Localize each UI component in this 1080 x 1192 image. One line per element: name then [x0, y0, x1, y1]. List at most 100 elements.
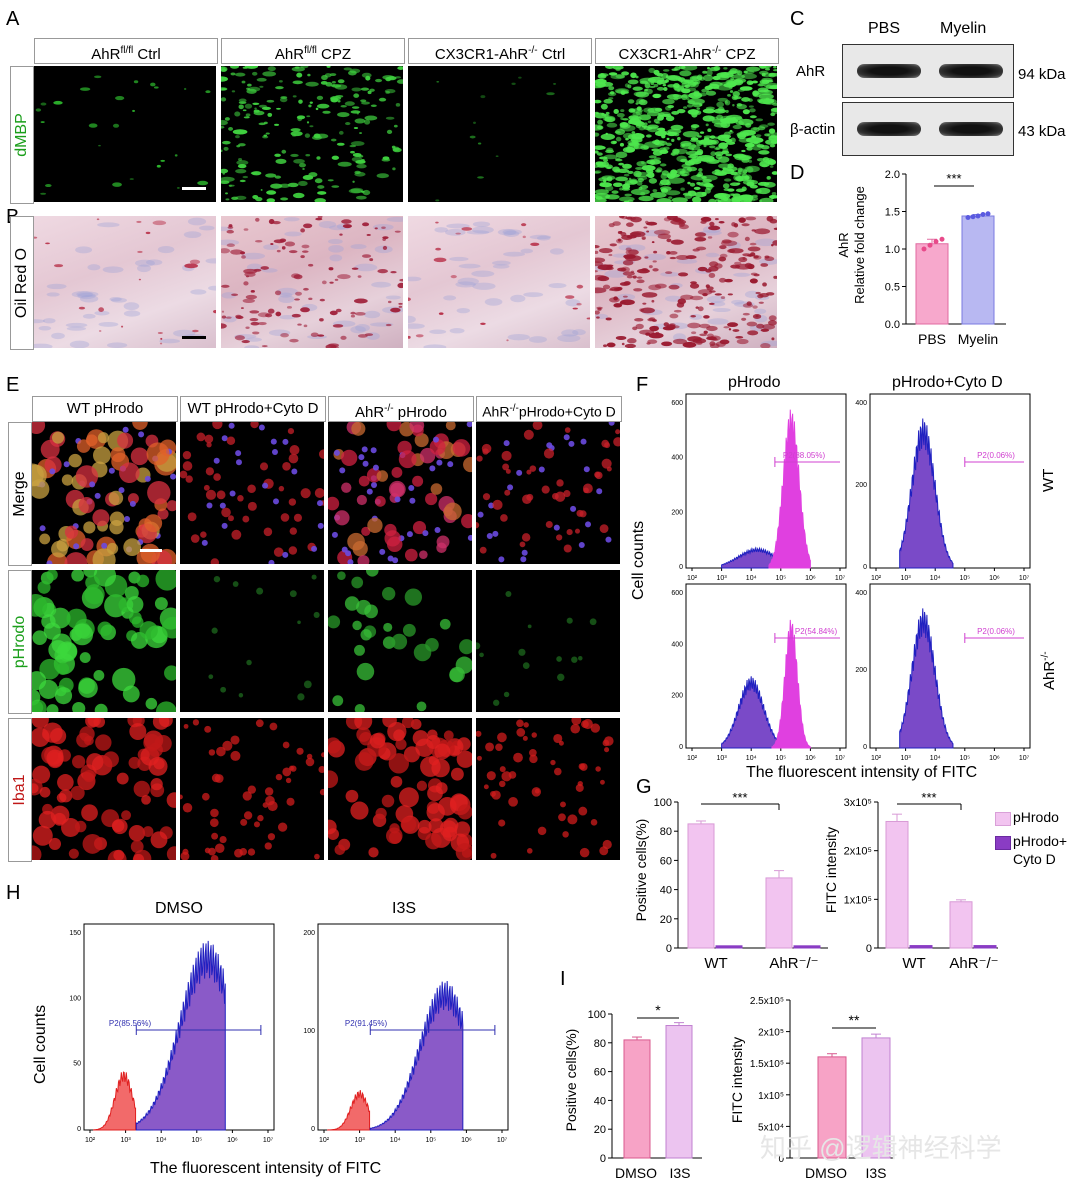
cell [226, 436, 236, 446]
nucleus [466, 230, 490, 235]
signal-dot [687, 322, 701, 329]
signal-dot [649, 160, 656, 165]
signal-dot [78, 306, 86, 310]
nucleus [206, 502, 213, 509]
cell [420, 756, 441, 777]
signal-dot [595, 194, 599, 198]
signal-dot [337, 79, 345, 84]
signal-dot [706, 333, 714, 338]
nucleus [89, 481, 96, 488]
cell [74, 820, 87, 833]
signal-dot [300, 255, 305, 259]
cell [439, 820, 458, 838]
blot-size-ahr: 94 kDa [1018, 66, 1066, 83]
signal-dot [392, 167, 396, 171]
cell [152, 718, 170, 730]
panel-a-image-4 [595, 66, 777, 202]
signal-dot [235, 314, 242, 318]
legend-label: pHrodo [1013, 809, 1059, 825]
signal-dot [595, 150, 599, 154]
signal-dot [713, 108, 726, 114]
nucleus [46, 283, 67, 290]
signal-dot [678, 66, 686, 70]
texture [328, 718, 472, 860]
nucleus [408, 315, 416, 324]
cell [365, 570, 379, 577]
cell [221, 507, 231, 518]
nucleus [283, 217, 300, 222]
signal-dot [291, 134, 297, 137]
gate-label: P2(88.05%) [783, 451, 826, 460]
cell [112, 667, 136, 692]
cell [80, 538, 94, 551]
cell [486, 771, 496, 781]
cell [243, 811, 253, 820]
cell [269, 722, 278, 731]
signal-dot [595, 99, 602, 104]
signal-dot [679, 70, 692, 77]
nucleus [492, 530, 499, 537]
signal-dot [619, 216, 625, 219]
signal-dot [239, 251, 246, 255]
signal-dot [279, 183, 291, 188]
signal-dot [343, 67, 352, 71]
panel-i-right-chart: FITC intensity 05x10⁴1x10⁵1.5x10⁵2x10⁵2.… [729, 996, 894, 1181]
cell [369, 733, 386, 749]
signal-dot [702, 292, 708, 297]
signal-dot [659, 179, 670, 186]
signal-dot [702, 178, 712, 183]
signal-dot [326, 66, 331, 68]
signal-dot [635, 110, 643, 116]
nucleus [199, 225, 215, 231]
signal-dot [722, 167, 727, 170]
panel-a-header-2: AhRfl/fl CPZ [221, 38, 405, 64]
signal-dot [712, 338, 718, 341]
signal-dot [595, 132, 600, 137]
signal-dot [646, 124, 659, 129]
signal-dot [350, 187, 364, 194]
signal-dot [241, 255, 246, 259]
signal-dot [599, 182, 605, 187]
signal-dot [622, 118, 629, 121]
cell [41, 614, 56, 629]
signal-dot [652, 189, 658, 193]
signal-dot [145, 231, 151, 235]
cell [71, 623, 94, 646]
signal-dot [729, 193, 735, 197]
blot-band [939, 64, 1003, 78]
panel-a-image-2 [221, 66, 403, 202]
signal-dot [253, 268, 262, 272]
signal-dot [639, 80, 649, 85]
cell [558, 813, 566, 822]
cell [604, 747, 610, 753]
nucleus [101, 542, 108, 549]
signal-dot [298, 180, 308, 187]
signal-dot [279, 238, 287, 243]
cell [196, 432, 206, 442]
cell [155, 570, 176, 591]
signal-dot [689, 283, 700, 289]
signal-dot [255, 197, 263, 202]
panel-e-image [328, 718, 472, 860]
signal-dot [669, 323, 676, 327]
cell [476, 521, 480, 529]
cell [275, 773, 283, 781]
tick-label: 40 [594, 1095, 606, 1107]
signal-dot [730, 77, 735, 81]
cell [56, 662, 70, 675]
cell [571, 656, 578, 663]
cell [148, 742, 163, 758]
cell [130, 840, 144, 854]
texture [221, 216, 403, 348]
signal-dot [316, 156, 321, 160]
signal-dot [338, 130, 344, 135]
signal-dot [153, 86, 159, 89]
signal-dot [645, 169, 654, 174]
signal-dot [711, 170, 725, 176]
signal-dot [771, 337, 775, 341]
nucleus [339, 467, 346, 474]
cell [578, 763, 586, 770]
tick-label: 10⁶ [989, 755, 1000, 760]
nucleus [221, 239, 240, 246]
cell [305, 757, 315, 767]
